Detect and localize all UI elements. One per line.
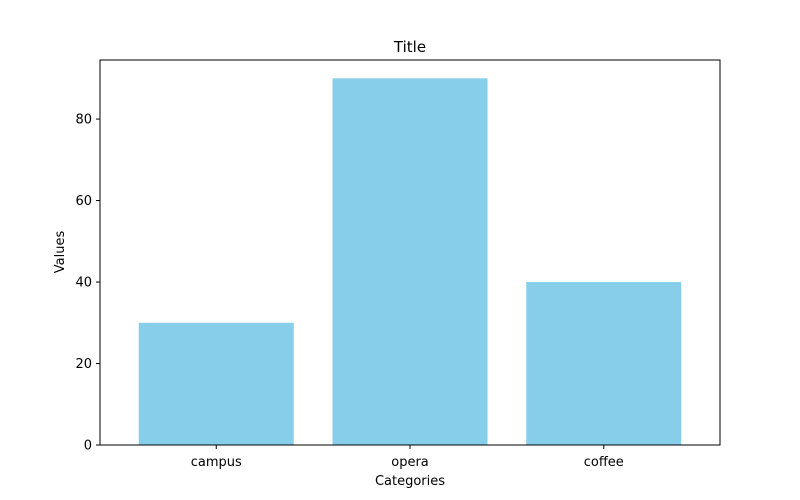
- y-tick-label: 80: [75, 113, 92, 128]
- x-tick-label: campus: [191, 455, 242, 470]
- bars: [138, 78, 682, 445]
- y-axis-label: Values: [53, 231, 68, 274]
- x-tick-label: coffee: [584, 455, 624, 470]
- plot-area-frame: [99, 59, 721, 446]
- y-axis-ticks: 0 20 40 60 80: [75, 113, 100, 454]
- y-tick-label: 20: [75, 357, 92, 372]
- y-tick-label: 60: [75, 194, 92, 209]
- bar-opera: [332, 78, 488, 445]
- y-tick-label: 40: [75, 276, 92, 291]
- x-axis-ticks: campus opera coffee: [191, 445, 624, 470]
- bar-campus: [138, 322, 294, 445]
- x-axis-label: Categories: [375, 474, 445, 489]
- x-tick-label: opera: [391, 455, 429, 470]
- bar-coffee: [526, 282, 682, 445]
- y-tick-label: 0: [84, 439, 92, 454]
- chart-title: Title: [393, 38, 426, 56]
